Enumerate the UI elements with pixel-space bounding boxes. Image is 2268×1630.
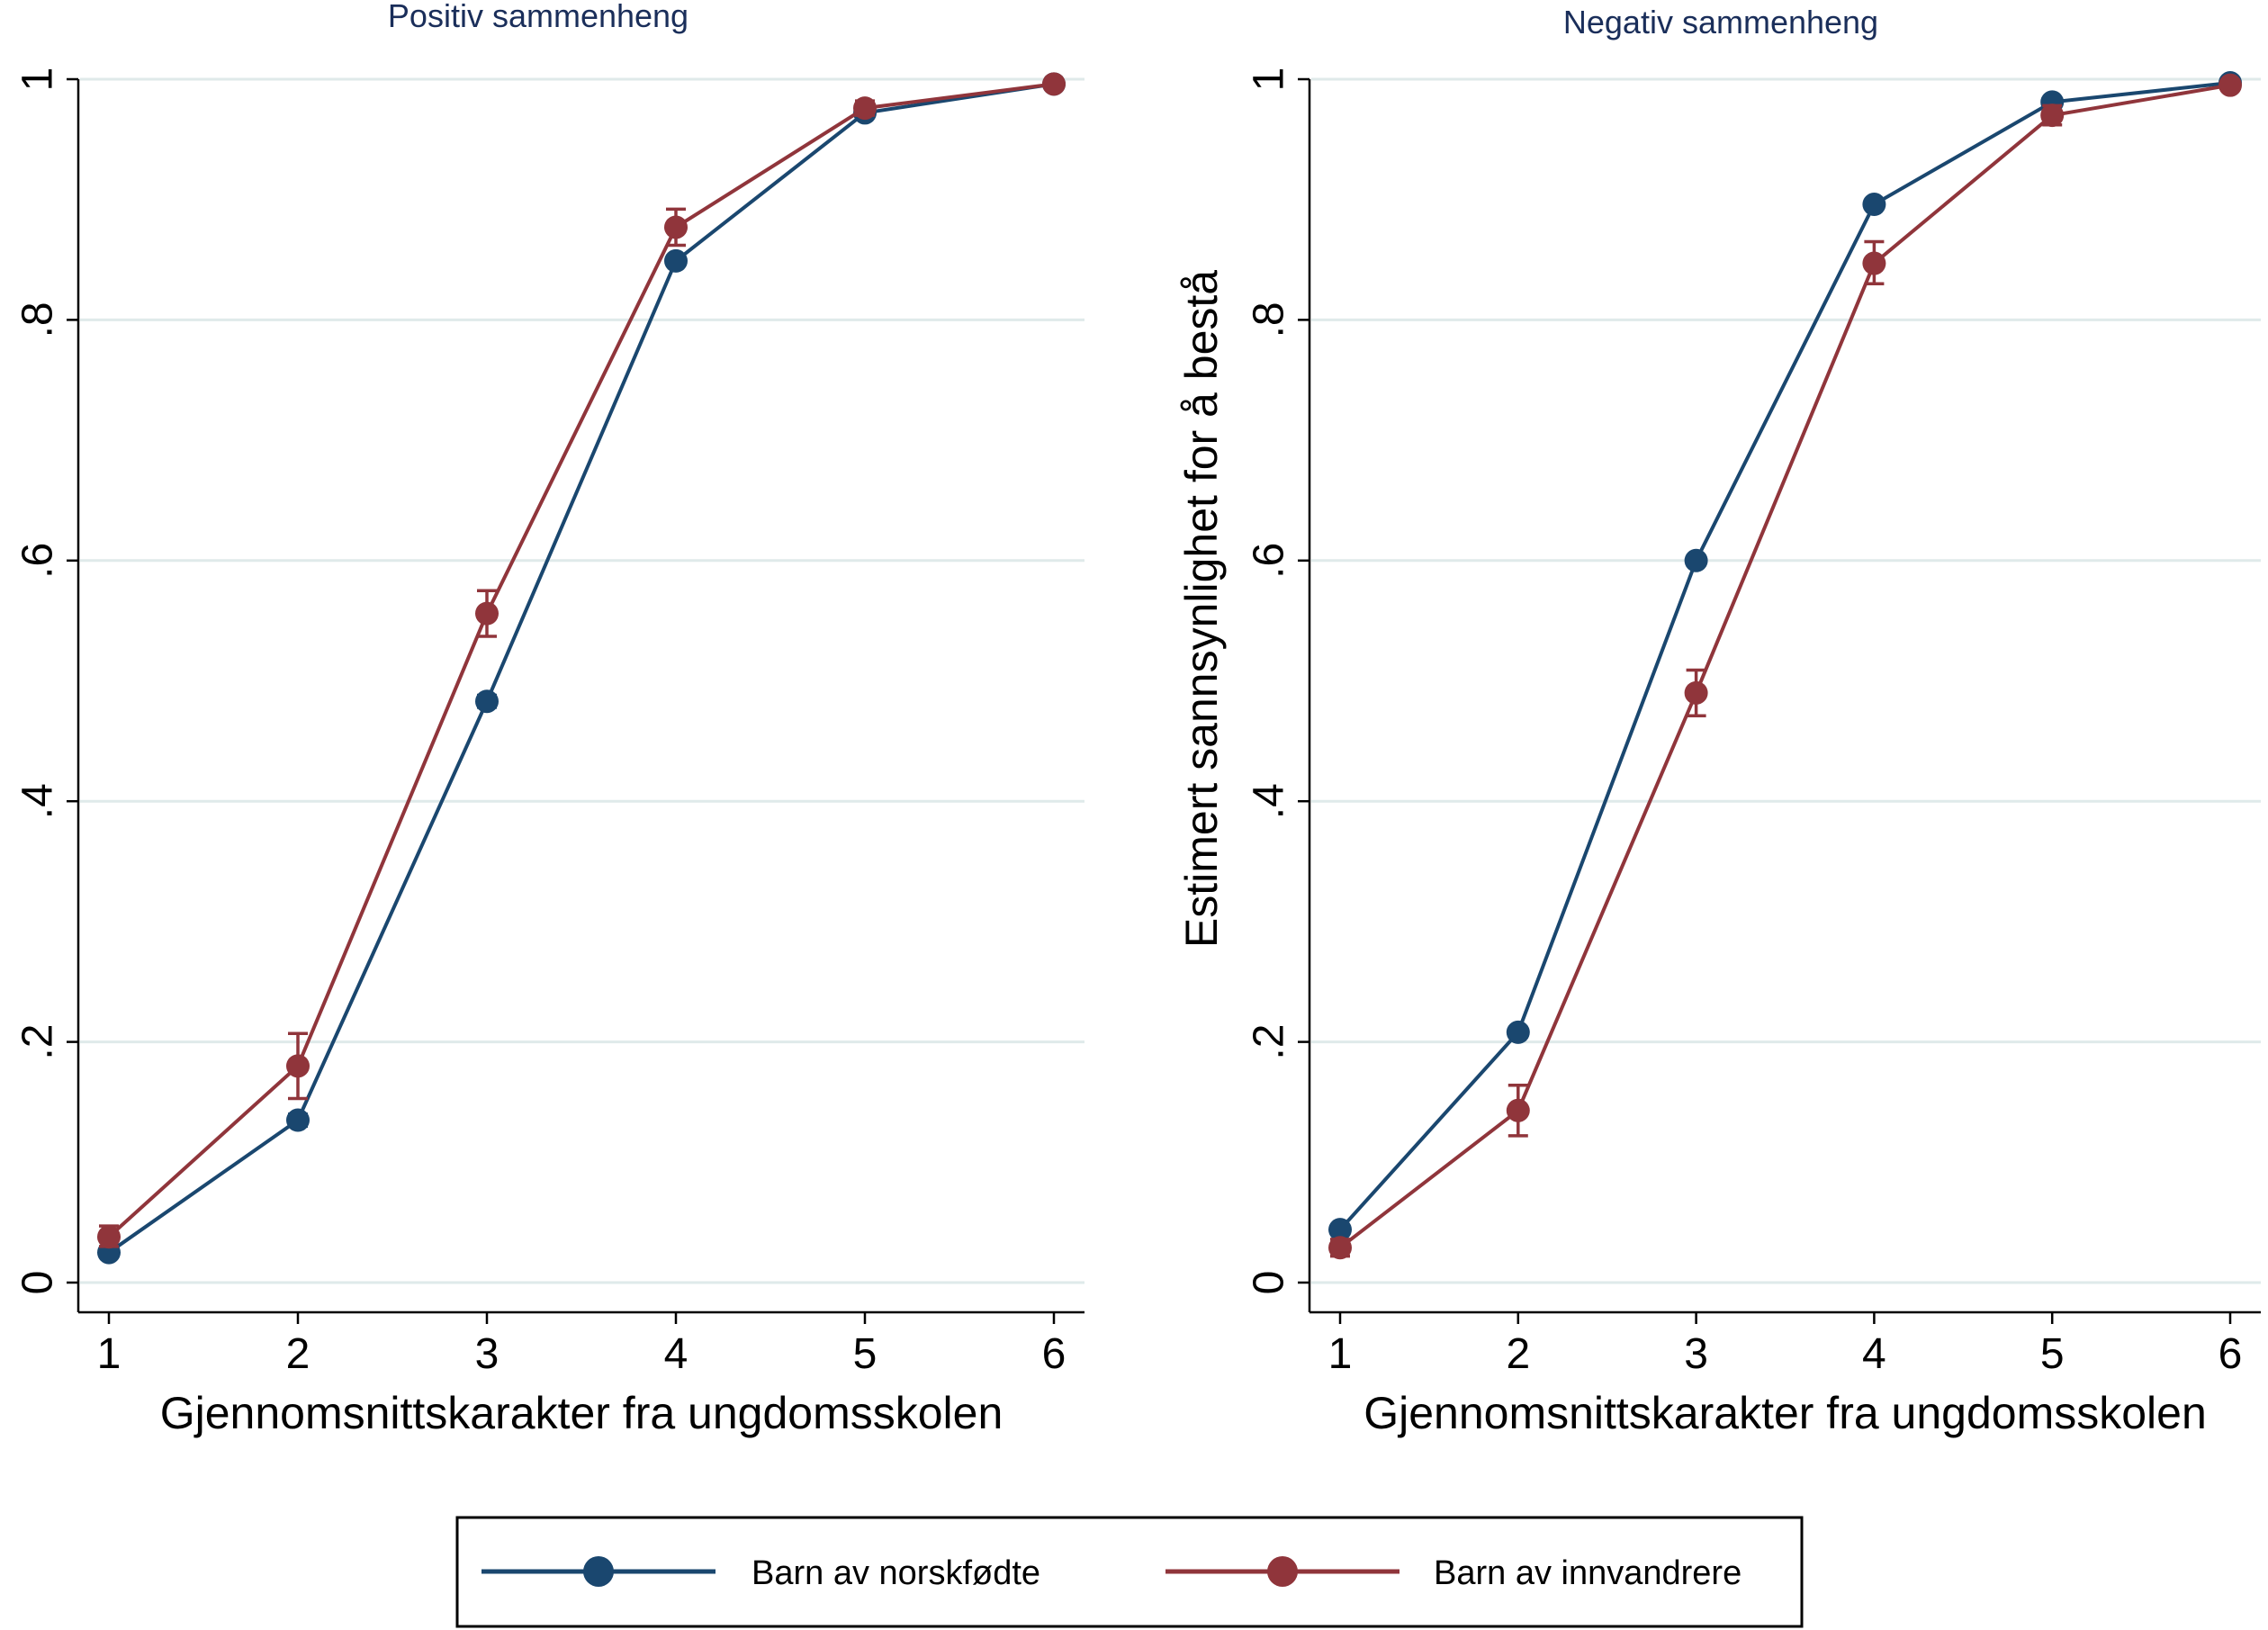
- x-tick-label: 1: [97, 1330, 122, 1378]
- y-tick-label: .4: [14, 783, 62, 819]
- y-tick-label: .6: [1246, 543, 1293, 579]
- point-norsk: [1862, 193, 1886, 217]
- y-tick-label: 1: [1246, 68, 1293, 92]
- point-norsk: [475, 689, 499, 714]
- x-tick-label: 6: [1042, 1330, 1066, 1378]
- legend: Barn av norskfødte Barn av innvandrere: [455, 1516, 1804, 1628]
- point-innv: [664, 215, 688, 239]
- panel-positiv: 0 .2 .4 .6 .8 1 1 2 3 4 5 6 Positiv sammenheng Gjenno…: [14, 0, 1084, 1438]
- point-innv: [1862, 251, 1886, 275]
- legend-marker-innv: [1267, 1556, 1298, 1587]
- x-axis-title: Gjennomsnittskarakter fra ungdomsskolen: [160, 1388, 1004, 1438]
- x-tick-label: 4: [1862, 1330, 1886, 1378]
- legend-marker-norsk: [583, 1556, 614, 1587]
- point-innv: [286, 1054, 310, 1078]
- point-innv: [1684, 680, 1708, 705]
- panel-title: Positiv sammenheng: [388, 0, 688, 34]
- legend-label-innv: Barn av innvandrere: [1434, 1554, 1742, 1592]
- x-tick-label: 1: [1328, 1330, 1353, 1378]
- point-norsk: [286, 1108, 310, 1132]
- series-line-norsk: [1338, 81, 2231, 1231]
- point-norsk: [1684, 548, 1708, 572]
- x-tick-label: 5: [853, 1330, 878, 1378]
- y-tick-label: .8: [14, 302, 62, 338]
- point-innv: [97, 1225, 121, 1249]
- point-innv: [1328, 1236, 1352, 1260]
- x-tick-label: 4: [664, 1330, 688, 1378]
- series-line-innv: [107, 82, 1055, 1238]
- point-innv: [1042, 72, 1066, 96]
- x-tick-label: 3: [475, 1330, 500, 1378]
- series-line-norsk: [107, 82, 1055, 1255]
- panel-title: Negativ sammenheng: [1563, 4, 1878, 41]
- x-tick-label: 2: [286, 1330, 310, 1378]
- x-tick-label: 3: [1684, 1330, 1708, 1378]
- point-innv: [2040, 104, 2065, 128]
- y-tick-label: 1: [14, 68, 62, 92]
- x-axis-title: Gjennomsnittskarakter fra ungdomsskolen: [1364, 1388, 2207, 1438]
- series-line-innv: [1338, 83, 2231, 1249]
- x-tick-label: 6: [2218, 1330, 2243, 1378]
- y-tick-label: .2: [1246, 1024, 1293, 1060]
- point-innv: [1506, 1098, 1530, 1122]
- point-norsk: [1328, 1218, 1352, 1242]
- point-norsk: [1506, 1020, 1530, 1044]
- y-tick-label: 0: [14, 1271, 62, 1295]
- point-norsk: [664, 248, 688, 273]
- y-tick-label: .4: [1246, 783, 1293, 819]
- y-axis-title: Estimert sannsynlighet for å bestå: [1176, 270, 1227, 948]
- y-tick-label: 0: [1246, 1271, 1293, 1295]
- y-tick-label: .2: [14, 1024, 62, 1060]
- legend-label-norsk: Barn av norskfødte: [752, 1554, 1040, 1592]
- x-tick-label: 5: [2040, 1330, 2065, 1378]
- y-tick-label: .8: [1246, 302, 1293, 338]
- point-innv: [475, 601, 499, 626]
- point-innv: [853, 96, 877, 121]
- y-tick-label: .6: [14, 543, 62, 579]
- point-innv: [2218, 73, 2242, 97]
- panel-negativ: 0 .2 .4 .6 .8 1 1 2 3 4 5 6 Negativ sammenheng Gjenno…: [1176, 4, 2261, 1438]
- x-tick-label: 2: [1506, 1330, 1530, 1378]
